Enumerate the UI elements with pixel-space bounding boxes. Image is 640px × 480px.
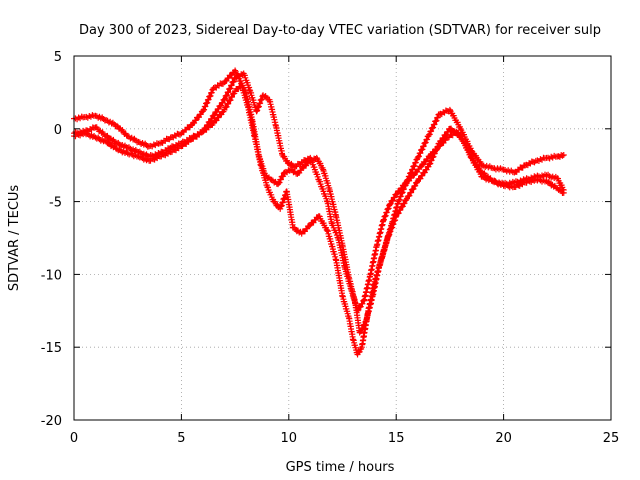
x-tick-label: 0 [70,431,78,446]
x-axis-label: GPS time / hours [286,460,395,475]
y-axis-label: SDTVAR / TECUs [7,185,22,292]
data-point [313,154,320,161]
y-tick-label: 5 [54,50,62,65]
y-tick-label: -15 [41,341,62,356]
x-tick-label: 25 [603,431,620,446]
x-tick-label: 20 [495,431,512,446]
grid [74,56,611,420]
x-tick-label: 10 [281,431,298,446]
y-tick-label: -5 [49,196,62,211]
series-trace-markers [72,71,566,314]
y-tick-label: 0 [54,123,62,138]
y-tick-label: -10 [41,268,62,283]
x-tick-label: 15 [388,431,405,446]
plot-frame [73,55,612,421]
y-tick-label: -20 [41,414,62,429]
series-track-c [71,70,567,314]
chart-title: Day 300 of 2023, Sidereal Day-to-day VTE… [79,23,601,38]
x-tick-label: 5 [177,431,185,446]
data-points [71,67,567,358]
axis-ticks: 0 5 10 15 20 25 5 0 -5 -10 -15 -20 [41,50,620,446]
